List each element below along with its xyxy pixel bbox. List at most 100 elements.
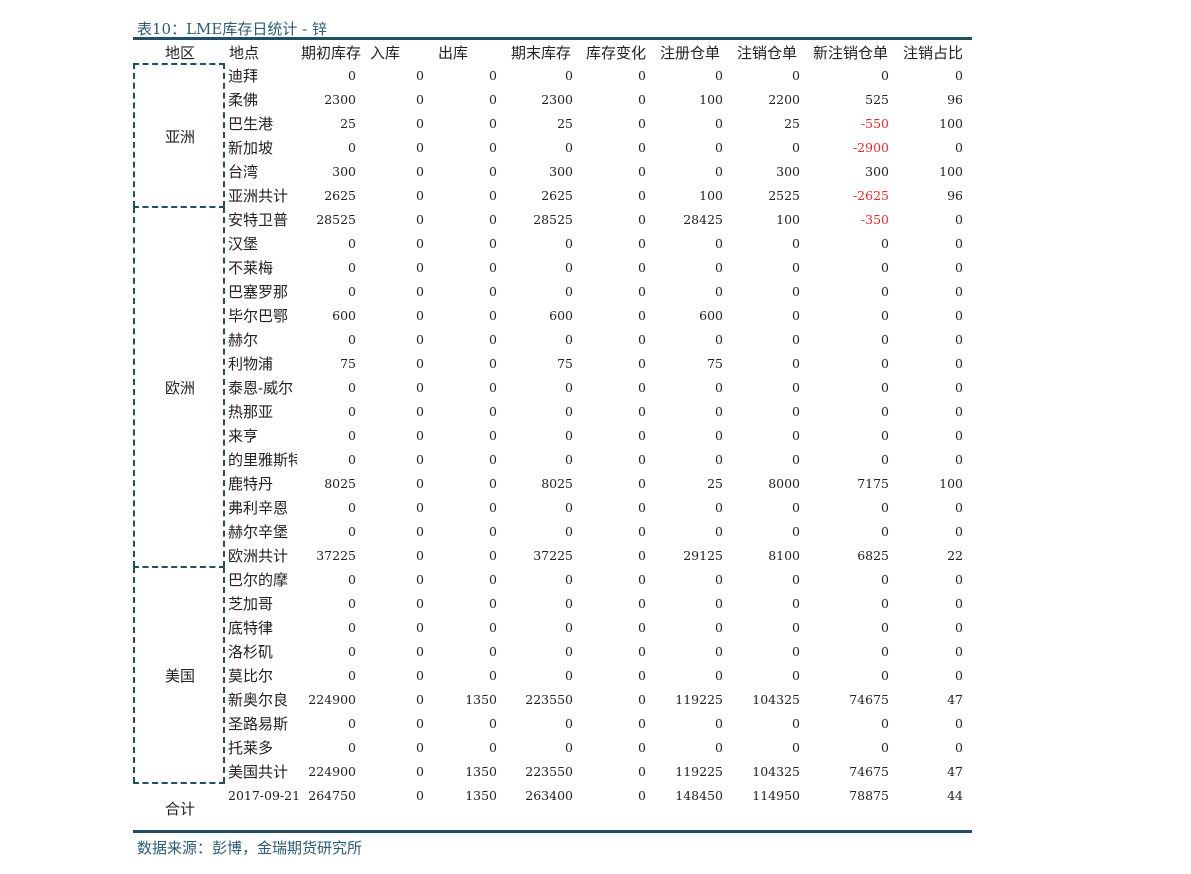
closing-cell: 0 xyxy=(565,380,573,395)
location-cell: 泰恩-威尔 xyxy=(228,379,294,397)
opening-cell: 28525 xyxy=(316,212,356,227)
outflow-cell: 0 xyxy=(489,212,497,227)
outflow-cell: 0 xyxy=(489,572,497,587)
opening-cell: 0 xyxy=(348,524,356,539)
change-cell: 0 xyxy=(638,452,646,467)
table-row: 芝加哥 0 0 0 0 0 0 0 0 0 xyxy=(0,592,1191,616)
outflow-cell: 0 xyxy=(489,596,497,611)
table-row: 托莱多 0 0 0 0 0 0 0 0 0 xyxy=(0,736,1191,760)
new-cancelled-cell: 74675 xyxy=(849,692,889,707)
region-divider xyxy=(133,566,225,568)
cancelled-cell: 0 xyxy=(792,500,800,515)
closing-cell: 0 xyxy=(565,404,573,419)
new-cancelled-cell: 0 xyxy=(881,428,889,443)
cancelled-cell: 8100 xyxy=(768,548,800,563)
cancelled-cell: 0 xyxy=(792,740,800,755)
cancel-ratio-cell: 0 xyxy=(955,716,963,731)
cancelled-cell: 0 xyxy=(792,404,800,419)
on-warrant-cell: 100 xyxy=(699,92,723,107)
outflow-cell: 0 xyxy=(489,428,497,443)
inflow-cell: 0 xyxy=(416,620,424,635)
on-warrant-cell: 0 xyxy=(715,452,723,467)
opening-cell: 37225 xyxy=(316,548,356,563)
new-cancelled-cell: 525 xyxy=(865,92,889,107)
inflow-cell: 0 xyxy=(416,452,424,467)
cancelled-cell: 100 xyxy=(776,212,800,227)
outflow-cell: 0 xyxy=(489,500,497,515)
cancelled-cell: 0 xyxy=(792,452,800,467)
change-cell: 0 xyxy=(638,140,646,155)
new-cancelled-cell: -550 xyxy=(860,116,889,131)
change-cell: 0 xyxy=(638,548,646,563)
outflow-cell: 0 xyxy=(489,524,497,539)
cancel-ratio-cell: 0 xyxy=(955,524,963,539)
header-on-warrant: 注册仓单 xyxy=(660,44,721,62)
change-cell: 0 xyxy=(638,380,646,395)
cancel-ratio-cell: 0 xyxy=(955,212,963,227)
cancelled-cell: 0 xyxy=(792,524,800,539)
opening-cell: 0 xyxy=(348,68,356,83)
closing-cell: 0 xyxy=(565,68,573,83)
opening-cell: 2300 xyxy=(324,92,356,107)
change-cell: 0 xyxy=(638,428,646,443)
table-row: 利物浦 75 0 0 75 0 75 0 0 0 xyxy=(0,352,1191,376)
cancelled-cell: 0 xyxy=(792,356,800,371)
location-cell: 热那亚 xyxy=(228,403,274,421)
header-closing: 期末库存 xyxy=(511,44,572,62)
cancel-ratio-cell: 0 xyxy=(955,452,963,467)
change-cell: 0 xyxy=(638,476,646,491)
cancel-ratio-cell: 0 xyxy=(955,572,963,587)
bottom-rule xyxy=(133,830,972,833)
inflow-cell: 0 xyxy=(416,188,424,203)
location-cell: 赫尔辛堡 xyxy=(228,523,289,541)
inflow-cell: 0 xyxy=(416,788,424,803)
closing-cell: 0 xyxy=(565,620,573,635)
region-box-europe xyxy=(133,207,225,567)
location-cell: 巴生港 xyxy=(228,115,274,133)
cancelled-cell: 0 xyxy=(792,236,800,251)
table-row: 来亨 0 0 0 0 0 0 0 0 0 xyxy=(0,424,1191,448)
region-label-usa: 美国 xyxy=(164,667,195,685)
inflow-cell: 0 xyxy=(416,428,424,443)
closing-cell: 37225 xyxy=(533,548,573,563)
table-title: 表10：LME库存日统计 - 锌 xyxy=(137,20,327,38)
change-cell: 0 xyxy=(638,692,646,707)
opening-cell: 8025 xyxy=(324,476,356,491)
new-cancelled-cell: -350 xyxy=(860,212,889,227)
table-row: 亚洲共计 2625 0 0 2625 0 100 2525 -2625 96 xyxy=(0,184,1191,208)
change-cell: 0 xyxy=(638,524,646,539)
table-row: 巴生港 25 0 0 25 0 0 25 -550 100 xyxy=(0,112,1191,136)
outflow-cell: 1350 xyxy=(465,692,497,707)
change-cell: 0 xyxy=(638,404,646,419)
cancelled-cell: 0 xyxy=(792,308,800,323)
source-note: 数据来源：彭博，金瑞期货研究所 xyxy=(137,839,363,857)
inflow-cell: 0 xyxy=(416,356,424,371)
location-cell: 的里雅斯特 xyxy=(228,451,297,469)
opening-cell: 0 xyxy=(348,572,356,587)
on-warrant-cell: 119225 xyxy=(675,764,723,779)
opening-cell: 2625 xyxy=(324,188,356,203)
outflow-cell: 0 xyxy=(489,140,497,155)
location-cell: 利物浦 xyxy=(228,355,274,373)
table-row: 洛杉矶 0 0 0 0 0 0 0 0 0 xyxy=(0,640,1191,664)
opening-cell: 0 xyxy=(348,284,356,299)
inflow-cell: 0 xyxy=(416,308,424,323)
on-warrant-cell: 0 xyxy=(715,428,723,443)
closing-cell: 0 xyxy=(565,332,573,347)
cancelled-cell: 25 xyxy=(784,116,800,131)
outflow-cell: 0 xyxy=(489,356,497,371)
location-cell: 赫尔 xyxy=(228,331,259,349)
closing-cell: 0 xyxy=(565,428,573,443)
location-cell: 莫比尔 xyxy=(228,667,274,685)
outflow-cell: 0 xyxy=(489,380,497,395)
change-cell: 0 xyxy=(638,740,646,755)
opening-cell: 224900 xyxy=(308,692,356,707)
change-cell: 0 xyxy=(638,596,646,611)
location-cell: 汉堡 xyxy=(228,235,259,253)
closing-cell: 300 xyxy=(549,164,573,179)
region-label-asia: 亚洲 xyxy=(164,128,195,146)
on-warrant-cell: 0 xyxy=(715,572,723,587)
location-cell: 新奥尔良 xyxy=(228,691,289,709)
on-warrant-cell: 0 xyxy=(715,380,723,395)
cancelled-cell: 104325 xyxy=(752,764,800,779)
